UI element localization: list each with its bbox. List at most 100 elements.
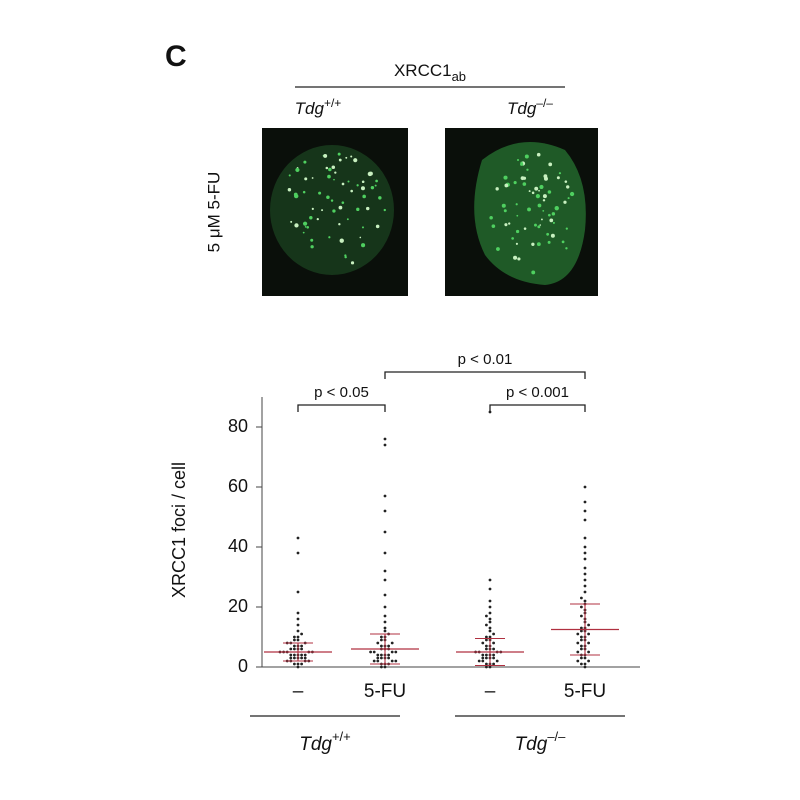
focus [360, 186, 365, 191]
focus [537, 203, 542, 208]
focus [339, 238, 344, 243]
focus [520, 161, 523, 165]
header-text: XRCC1 [394, 61, 452, 80]
dot [580, 635, 583, 639]
panel-label: C [165, 40, 187, 73]
focus [554, 205, 559, 211]
focus [503, 209, 507, 213]
nucleus [270, 145, 394, 275]
dot [583, 566, 587, 570]
dot [485, 653, 488, 657]
focus [302, 221, 308, 226]
focus [338, 158, 342, 162]
focus [552, 221, 555, 224]
dot [296, 665, 300, 669]
focus [548, 162, 553, 167]
dot [383, 530, 387, 534]
dot [380, 644, 383, 648]
dot [300, 647, 303, 651]
focus [327, 174, 331, 179]
focus [333, 178, 335, 181]
dot [387, 653, 390, 657]
focus [551, 212, 556, 216]
dot [383, 437, 387, 441]
dot [583, 485, 587, 489]
dot [492, 653, 495, 657]
focus [304, 226, 307, 228]
dot [488, 587, 492, 591]
focus [495, 187, 499, 191]
focus [543, 174, 548, 179]
focus [311, 177, 314, 179]
dot [383, 605, 387, 609]
focus [503, 175, 508, 180]
dot [383, 443, 387, 447]
focus [565, 247, 568, 250]
focus [508, 222, 511, 225]
focus [378, 196, 382, 200]
focus [361, 243, 366, 248]
focus [539, 184, 544, 190]
focus [321, 209, 324, 212]
focus [288, 174, 291, 177]
focus [287, 188, 292, 192]
focus [290, 220, 293, 223]
focus [361, 180, 365, 184]
dot [383, 593, 387, 597]
focus [338, 223, 341, 226]
focus [522, 182, 527, 186]
dot [587, 659, 590, 663]
focus [330, 199, 334, 202]
dot [583, 572, 587, 576]
focus [311, 207, 314, 210]
dot [488, 578, 492, 582]
focus [375, 179, 378, 183]
dot [296, 590, 300, 594]
focus [547, 190, 552, 194]
dot [303, 653, 307, 657]
genotype: +/+ [332, 729, 351, 744]
dot [488, 626, 492, 630]
focus [306, 225, 310, 229]
focus [334, 171, 337, 174]
focus [341, 182, 345, 186]
dot [390, 641, 394, 645]
dot [481, 656, 485, 660]
dot [580, 605, 583, 609]
dot [383, 494, 387, 498]
focus [294, 223, 299, 228]
focus [516, 158, 520, 162]
sd-bar [283, 642, 313, 662]
dot [372, 650, 376, 654]
dot [383, 551, 387, 555]
focus [538, 189, 540, 192]
focus [345, 156, 348, 159]
dot [300, 656, 303, 660]
focus [491, 224, 496, 228]
dot [580, 626, 583, 630]
dot [380, 638, 383, 642]
dot [383, 665, 387, 669]
dot [300, 662, 303, 666]
focus [361, 226, 364, 229]
dot [296, 551, 300, 555]
dot [485, 623, 488, 627]
focus [546, 232, 550, 236]
sd-bar [570, 603, 600, 656]
genotype: –/– [536, 96, 553, 110]
focus [528, 190, 531, 193]
dot [485, 665, 488, 669]
focus [383, 208, 386, 212]
y-tick-label: 20 [228, 596, 248, 616]
focus [323, 153, 328, 158]
dot [383, 614, 387, 618]
dot [383, 578, 387, 582]
dot [394, 650, 398, 654]
dot [296, 635, 300, 639]
dot [583, 545, 587, 549]
dot [488, 611, 492, 615]
group-label: Tdg+/+ [299, 729, 351, 755]
focus [326, 195, 330, 200]
dot [583, 584, 587, 588]
